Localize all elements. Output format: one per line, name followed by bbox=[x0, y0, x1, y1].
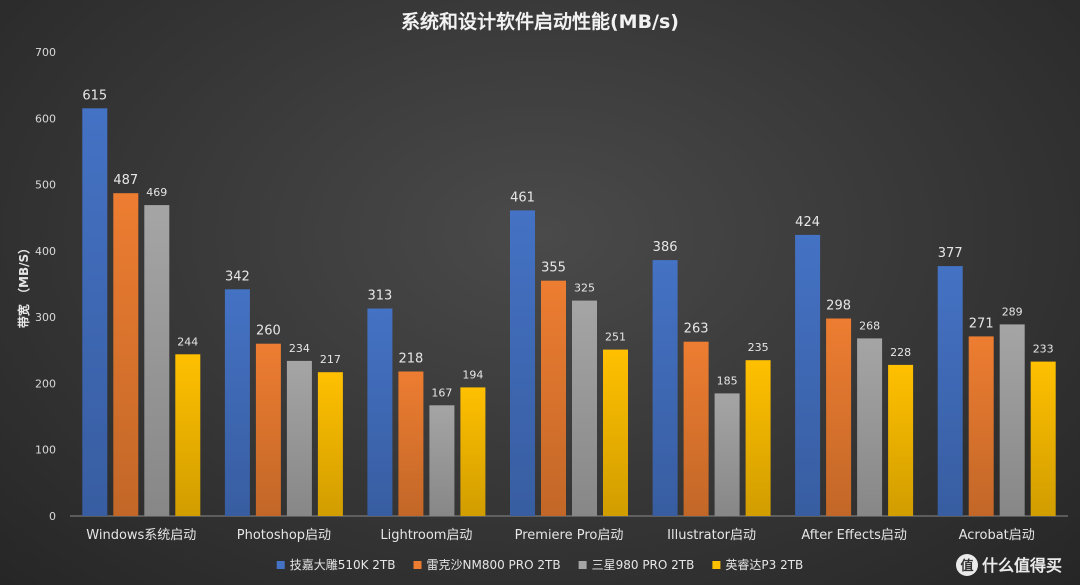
watermark: 值 什么值得买 bbox=[956, 554, 1062, 576]
y-tick-label: 400 bbox=[35, 245, 56, 258]
bar bbox=[398, 371, 424, 516]
legend-label: 英睿达P3 2TB bbox=[725, 557, 803, 572]
data-label: 355 bbox=[541, 261, 566, 276]
y-axis-ticks: 0 100 200 300 400 500 600 700 bbox=[35, 46, 56, 523]
bar bbox=[429, 405, 455, 516]
y-axis-label: 带宽 （MB/S） bbox=[16, 242, 31, 328]
bar bbox=[175, 354, 201, 516]
data-label: 251 bbox=[605, 331, 626, 344]
bar bbox=[144, 205, 170, 516]
legend-swatch bbox=[712, 561, 721, 569]
data-label: 234 bbox=[289, 342, 310, 355]
bar bbox=[714, 393, 740, 516]
data-label: 167 bbox=[431, 386, 452, 399]
bar bbox=[510, 210, 535, 516]
data-label: 263 bbox=[684, 322, 709, 337]
y-tick-label: 200 bbox=[35, 377, 56, 390]
data-label: 424 bbox=[795, 215, 820, 230]
bar bbox=[82, 108, 108, 517]
legend-swatch bbox=[413, 561, 422, 569]
bar bbox=[745, 360, 771, 516]
y-tick-label: 300 bbox=[35, 311, 56, 324]
x-tick-label: Acrobat启动 bbox=[959, 528, 1035, 543]
bar bbox=[968, 336, 994, 516]
data-label: 271 bbox=[969, 316, 994, 331]
data-label: 268 bbox=[859, 319, 880, 332]
data-label: 487 bbox=[113, 173, 138, 188]
bar bbox=[572, 300, 597, 516]
watermark-logo-icon bbox=[956, 554, 978, 576]
data-label: 260 bbox=[256, 324, 281, 339]
bar bbox=[937, 266, 963, 516]
x-tick-label: Photoshop启动 bbox=[237, 528, 331, 543]
data-label: 469 bbox=[146, 186, 167, 199]
watermark-logo-glyph: 值 bbox=[960, 558, 973, 574]
y-tick-label: 0 bbox=[49, 510, 56, 523]
bar bbox=[888, 364, 914, 516]
x-tick-label: Illustrator启动 bbox=[667, 528, 756, 543]
bar bbox=[652, 260, 678, 516]
bar bbox=[224, 289, 250, 516]
data-label: 377 bbox=[938, 246, 963, 261]
x-tick-label: Windows系统启动 bbox=[86, 528, 196, 543]
data-label: 244 bbox=[177, 335, 198, 348]
y-tick-label: 700 bbox=[35, 46, 56, 59]
data-label: 228 bbox=[890, 346, 911, 359]
data-label: 325 bbox=[574, 282, 595, 295]
data-label: 461 bbox=[510, 190, 535, 205]
data-label: 235 bbox=[748, 341, 769, 354]
watermark-text: 什么值得买 bbox=[982, 556, 1062, 575]
bar bbox=[683, 341, 709, 516]
data-label: 615 bbox=[82, 88, 107, 103]
data-label: 233 bbox=[1033, 343, 1054, 356]
y-tick-label: 500 bbox=[35, 179, 56, 192]
bar-group bbox=[82, 108, 1056, 517]
bar bbox=[286, 360, 312, 516]
legend-label: 雷克沙NM800 PRO 2TB bbox=[427, 558, 561, 572]
data-label: 386 bbox=[653, 240, 678, 255]
data-labels: 615 487 469 244 342 260 234 217 313 218 167 194 461 3… bbox=[82, 88, 1053, 399]
legend-label: 技嘉大雕510K 2TB bbox=[290, 557, 396, 572]
x-tick-label: Premiere Pro启动 bbox=[515, 528, 624, 543]
bar bbox=[1030, 361, 1056, 516]
bar bbox=[255, 343, 281, 516]
data-label: 342 bbox=[225, 269, 250, 284]
bar bbox=[999, 324, 1025, 516]
bar bbox=[113, 193, 139, 516]
bar bbox=[460, 387, 486, 516]
x-tick-label: Lightroom启动 bbox=[380, 528, 472, 543]
x-axis-ticks: Windows系统启动 Photoshop启动 Lightroom启动 Premier… bbox=[86, 528, 1034, 543]
data-label: 298 bbox=[826, 299, 851, 314]
bar bbox=[317, 372, 343, 516]
legend-swatch bbox=[578, 561, 587, 569]
chart-title: 系统和设计软件启动性能(MB/s) bbox=[401, 10, 679, 33]
data-label: 185 bbox=[717, 374, 738, 387]
bar bbox=[541, 280, 566, 516]
y-tick-label: 600 bbox=[35, 112, 56, 125]
data-label: 217 bbox=[320, 353, 341, 366]
bar bbox=[367, 308, 393, 516]
data-label: 218 bbox=[398, 352, 423, 367]
legend-swatch bbox=[276, 561, 285, 569]
bar bbox=[857, 338, 883, 516]
legend: 技嘉大雕510K 2TB 雷克沙NM800 PRO 2TB 三星980 PRO 2T… bbox=[276, 557, 803, 572]
data-label: 313 bbox=[367, 289, 392, 304]
x-tick-label: After Effects启动 bbox=[801, 528, 907, 543]
bar bbox=[603, 349, 628, 516]
y-tick-label: 100 bbox=[35, 444, 56, 457]
legend-label: 三星980 PRO 2TB bbox=[592, 558, 695, 572]
bar bbox=[795, 234, 821, 516]
data-label: 289 bbox=[1002, 305, 1023, 318]
bar bbox=[826, 318, 852, 516]
data-label: 194 bbox=[462, 368, 483, 381]
